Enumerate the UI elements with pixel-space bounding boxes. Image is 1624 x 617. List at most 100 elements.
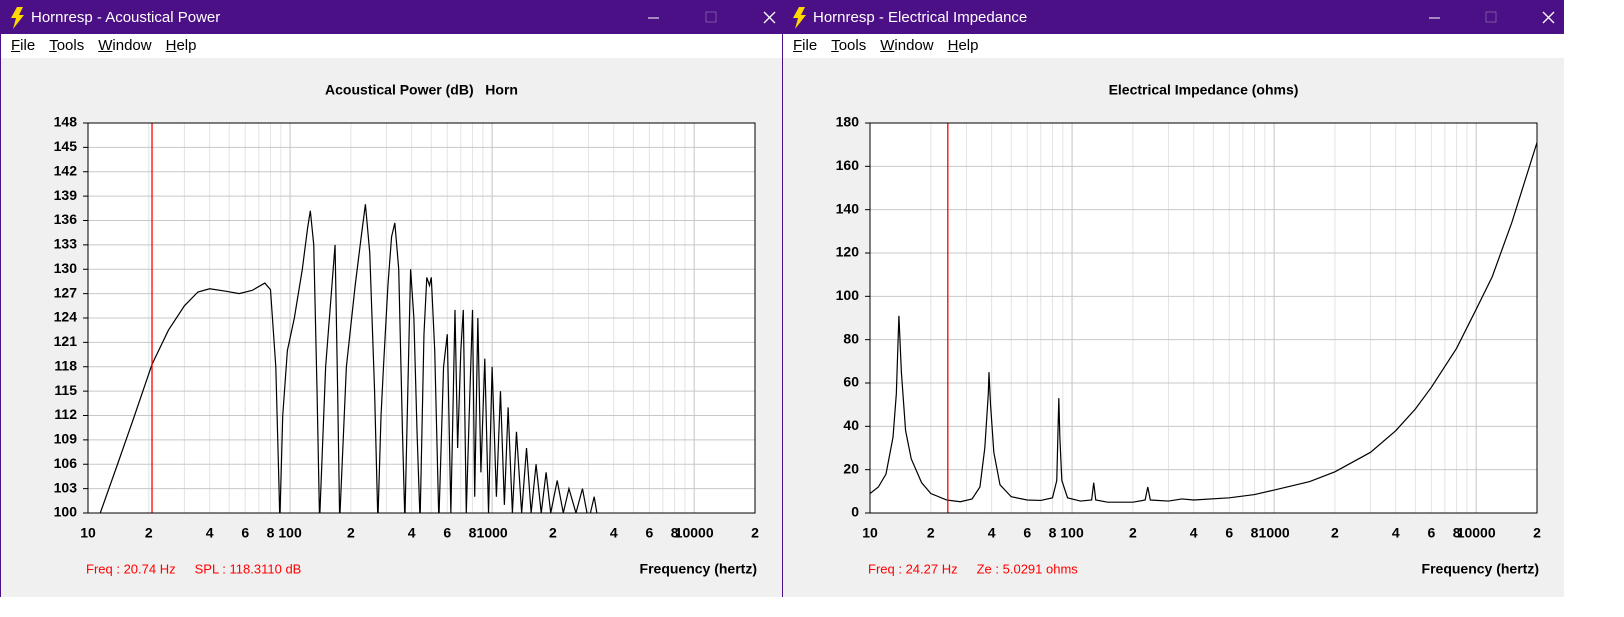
y-tick-label: 130 [54, 260, 78, 276]
x-tick-label: 4 [1392, 525, 1400, 541]
x-tick-label: 4 [408, 525, 416, 541]
x-tick-label: 2 [927, 525, 935, 541]
x-tick-label: 2 [347, 525, 355, 541]
chart: Electrical Impedance (ohms)10 2 4 6 8 100 2 4 6 8… [836, 82, 1541, 577]
data-line [99, 204, 598, 513]
app-icon [11, 7, 24, 29]
x-axis-label: Frequency (hertz) [640, 561, 757, 577]
y-tick-label: 142 [54, 162, 78, 178]
x-tick-label: 8 [671, 525, 679, 541]
close-button[interactable] [763, 11, 776, 24]
title-bar: Hornresp - Acoustical Power [1, 0, 782, 34]
app-icon [793, 7, 806, 29]
window: Hornresp - Acoustical Power File Tools Win… [0, 0, 782, 597]
y-tick-label: 160 [836, 157, 860, 173]
x-tick-label: 4 [988, 525, 996, 541]
plot-frame [87, 122, 756, 514]
y-tick-label: 140 [836, 200, 860, 216]
x-tick-label: 1000 [1259, 525, 1290, 541]
x-tick-label: 2 [549, 525, 557, 541]
plot-frame [869, 122, 1538, 514]
chart-title: Acoustical Power (dB) Horn [325, 82, 518, 98]
y-tick-label: 40 [843, 417, 859, 433]
x-tick-label: 8 [1453, 525, 1461, 541]
x-tick-label: 6 [443, 525, 451, 541]
title-bar-icons [793, 7, 1555, 29]
y-tick-label: 0 [851, 504, 859, 520]
y-tick-label: 100 [54, 504, 78, 520]
x-tick-label: 2 [1331, 525, 1339, 541]
y-tick-label: 109 [54, 431, 78, 447]
readout: Freq : 20.74 Hz [86, 561, 176, 576]
y-tick-label: 112 [54, 406, 77, 422]
y-tick-label: 118 [54, 357, 77, 373]
x-tick-label: 8 [267, 525, 275, 541]
menu-item[interactable]: File [11, 37, 36, 54]
maximize-button[interactable] [1485, 11, 1497, 23]
x-tick-label: 2 [751, 525, 759, 541]
x-tick-label: 6 [1225, 525, 1233, 541]
y-tick-label: 121 [54, 333, 78, 349]
x-tick-label: 4 [610, 525, 618, 541]
menu-item[interactable]: Tools [831, 37, 867, 54]
y-tick-label: 106 [54, 455, 78, 471]
title-bar: Hornresp - Electrical Impedance [783, 0, 1564, 34]
x-tick-label: 10 [862, 525, 878, 541]
y-tick-label: 103 [54, 479, 78, 495]
chart-title: Electrical Impedance (ohms) [1109, 82, 1299, 98]
x-tick-label: 10000 [675, 525, 714, 541]
y-tick-label: 60 [843, 374, 859, 390]
window-title: Hornresp - Electrical Impedance [813, 9, 1028, 26]
data-line [870, 142, 1537, 503]
x-tick-label: 10 [80, 525, 96, 541]
y-tick-label: 180 [836, 114, 860, 130]
menu-item[interactable]: Window [98, 37, 152, 54]
x-tick-label: 1000 [477, 525, 508, 541]
x-tick-label: 100 [1060, 525, 1084, 541]
window-title: Hornresp - Acoustical Power [31, 9, 221, 26]
readout: SPL : 118.3110 dB [195, 561, 302, 576]
x-tick-label: 10000 [1457, 525, 1496, 541]
x-tick-label: 8 [1251, 525, 1259, 541]
y-tick-label: 139 [54, 187, 78, 203]
menu-item[interactable]: File [793, 37, 818, 54]
x-tick-label: 4 [206, 525, 214, 541]
x-tick-label: 8 [469, 525, 477, 541]
x-tick-label: 2 [1533, 525, 1541, 541]
title-bar-icons [11, 7, 776, 29]
x-tick-label: 6 [1427, 525, 1435, 541]
maximize-button[interactable] [705, 11, 717, 23]
readout: Freq : 24.27 Hz [868, 561, 958, 576]
y-tick-label: 80 [843, 330, 859, 346]
y-tick-label: 120 [836, 244, 860, 260]
menu-item[interactable]: Window [880, 37, 934, 54]
x-tick-label: 2 [145, 525, 153, 541]
menu-item[interactable]: Tools [49, 37, 85, 54]
y-tick-label: 136 [54, 211, 78, 227]
x-tick-label: 8 [1049, 525, 1057, 541]
y-tick-label: 124 [54, 309, 78, 325]
y-tick-label: 133 [54, 236, 78, 252]
x-tick-label: 6 [241, 525, 249, 541]
readout: Ze : 5.0291 ohms [977, 561, 1079, 576]
x-tick-label: 100 [278, 525, 302, 541]
menu-item[interactable]: Help [165, 37, 197, 54]
y-tick-label: 100 [836, 287, 860, 303]
x-tick-label: 2 [1129, 525, 1137, 541]
y-tick-label: 127 [54, 284, 78, 300]
y-tick-label: 145 [54, 138, 78, 154]
x-axis-label: Frequency (hertz) [1422, 561, 1539, 577]
menu-item[interactable]: Help [947, 37, 979, 54]
x-tick-label: 6 [645, 525, 653, 541]
y-tick-label: 20 [843, 460, 859, 476]
window: Hornresp - Electrical Impedance File Tool… [782, 0, 1564, 597]
x-tick-label: 6 [1023, 525, 1031, 541]
y-tick-label: 148 [54, 114, 78, 130]
x-tick-label: 4 [1190, 525, 1198, 541]
close-button[interactable] [1542, 11, 1555, 24]
plot-area [870, 123, 1537, 513]
menu-bar: File Tools Window Help [1, 34, 782, 58]
